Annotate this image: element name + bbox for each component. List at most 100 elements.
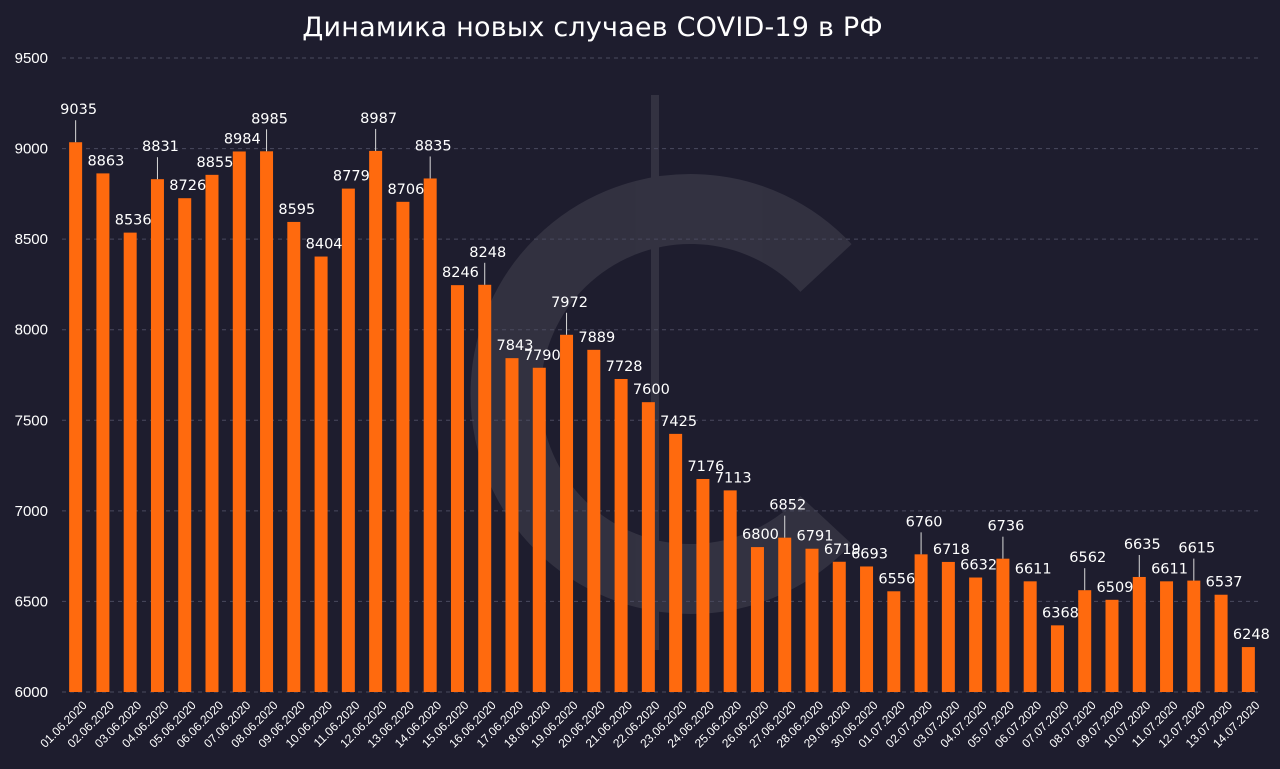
data-label: 7600: [633, 382, 670, 398]
data-label: 7790: [524, 348, 561, 364]
bar: [696, 478, 710, 692]
data-label: 8248: [469, 245, 506, 261]
bar: [123, 232, 137, 693]
watermark-bar: [651, 95, 659, 650]
y-tick-label: 6000: [15, 684, 48, 701]
bar: [832, 561, 846, 692]
data-label: 6693: [851, 546, 888, 562]
bar: [1187, 580, 1201, 692]
bar: [860, 566, 874, 692]
data-label: 7425: [660, 414, 697, 430]
data-label: 8863: [87, 153, 124, 169]
data-label: 6537: [1206, 575, 1243, 591]
bar: [560, 334, 574, 692]
bar: [669, 433, 683, 692]
data-label: 6368: [1042, 605, 1079, 621]
data-label: 8835: [415, 138, 452, 154]
bar: [205, 174, 219, 692]
data-label: 7843: [497, 338, 534, 354]
data-label: 9035: [60, 102, 97, 118]
data-label: 6760: [906, 514, 943, 530]
data-label: 8987: [360, 111, 397, 127]
data-label: 8726: [169, 178, 206, 194]
data-label: 6635: [1124, 537, 1161, 553]
data-label: 8404: [306, 237, 343, 253]
data-label: 6718: [933, 542, 970, 558]
bar: [969, 577, 983, 692]
data-label: 6611: [1151, 561, 1188, 577]
data-label: 6791: [797, 529, 834, 545]
bar: [260, 151, 274, 692]
bar: [587, 349, 601, 692]
data-label: 7728: [606, 359, 643, 375]
bar: [614, 378, 628, 692]
data-label: 6509: [1097, 580, 1134, 596]
bar: [505, 358, 519, 692]
data-label: 7972: [551, 295, 588, 311]
data-label: 8246: [442, 265, 479, 281]
data-label: 8536: [115, 213, 152, 229]
chart-title: Динамика новых случаев COVID-19 в РФ: [302, 12, 883, 43]
data-label: 7889: [578, 330, 615, 346]
data-label: 8984: [224, 131, 261, 147]
data-label: 7176: [687, 459, 724, 475]
bar: [369, 150, 383, 693]
y-tick-label: 7500: [15, 412, 48, 429]
bar: [96, 173, 110, 692]
bar: [914, 554, 928, 692]
bar: [287, 221, 301, 693]
data-label: 8595: [278, 202, 315, 218]
bar: [478, 284, 492, 692]
bar: [532, 367, 546, 692]
bar: [887, 591, 901, 692]
bar: [1023, 581, 1037, 692]
data-labels: 9035 8863 8536 8831 8726 8855 8984 8985 8595 8404…: [60, 102, 1270, 643]
bar: [1132, 576, 1146, 692]
bar: [69, 142, 83, 692]
data-label: 6248: [1233, 627, 1270, 643]
bar: [1078, 590, 1092, 692]
y-tick-label: 7000: [15, 503, 48, 520]
y-tick-label: 8000: [15, 322, 48, 339]
bar: [314, 256, 328, 692]
data-label: 6611: [1015, 561, 1052, 577]
bar: [750, 547, 764, 692]
bar: [1214, 594, 1228, 692]
watermark-logo: [470, 95, 852, 650]
bar: [1050, 625, 1064, 692]
y-tick-label: 9000: [15, 141, 48, 158]
bar: [1105, 599, 1119, 692]
bar: [396, 201, 410, 692]
data-label: 6852: [769, 498, 806, 514]
bar: [1241, 647, 1255, 692]
bar: [1160, 581, 1174, 692]
bar: [232, 151, 246, 692]
bar: [941, 561, 955, 692]
bar: [450, 285, 464, 692]
data-label: 6719: [824, 542, 861, 558]
data-label: 7113: [715, 470, 752, 486]
bar: [723, 490, 737, 692]
x-axis: 01.06.202002.06.202003.06.202004.06.2020…: [37, 698, 1262, 751]
data-label: 8855: [197, 155, 234, 171]
data-label: 6615: [1178, 541, 1215, 557]
y-axis: 6000 6500 7000 7500 8000 8500 9000 9500: [15, 50, 48, 701]
bar: [150, 179, 164, 692]
y-tick-label: 9500: [15, 50, 48, 67]
bar: [778, 537, 792, 692]
bar: [996, 558, 1010, 692]
y-tick-label: 8500: [15, 231, 48, 248]
data-label: 6800: [742, 527, 779, 543]
data-label: 6632: [960, 558, 997, 574]
data-label: 6556: [878, 571, 915, 587]
y-tick-label: 6500: [15, 593, 48, 610]
bar: [341, 188, 355, 692]
data-label: 8779: [333, 169, 370, 185]
bar: [178, 198, 192, 692]
data-label: 6562: [1069, 550, 1106, 566]
bar: [805, 548, 819, 692]
data-label: 8985: [251, 111, 288, 127]
bar: [641, 402, 655, 692]
data-label: 8831: [142, 139, 179, 155]
